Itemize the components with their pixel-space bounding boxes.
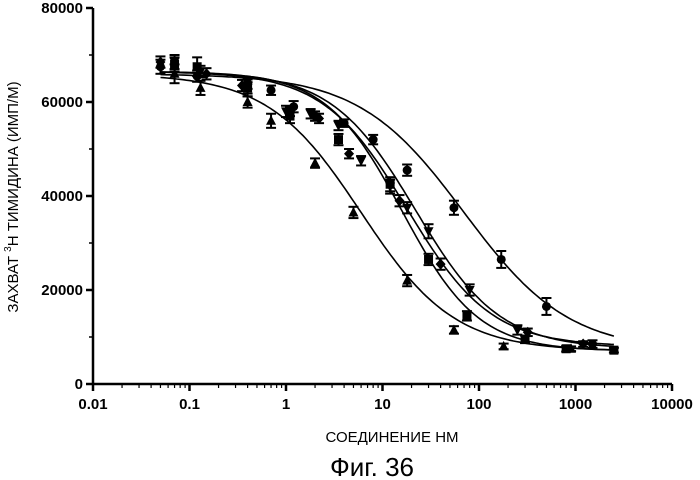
data-point-square	[609, 346, 618, 355]
x-tick-label: 100	[466, 396, 491, 413]
data-point-square	[424, 255, 433, 264]
x-axis: 0.01 0.1 1 10 100 1000 10000	[78, 384, 692, 413]
x-ticks: 0.01 0.1 1 10 100 1000 10000	[78, 384, 692, 413]
data-point-triangle-down	[424, 227, 434, 237]
data-point-circle	[542, 302, 551, 311]
x-tick-label: 0.1	[179, 396, 200, 413]
y-ticks: 0 20000 40000 60000 80000	[41, 0, 93, 393]
x-tick-label: 10	[374, 396, 391, 413]
y-axis-label-main: ЗАХВАТ	[5, 252, 22, 313]
y-tick-label: 20000	[41, 282, 83, 299]
data-point-triangle-down	[402, 204, 412, 214]
y-tick-label: 80000	[41, 0, 83, 17]
figure-caption: Фиг. 36	[330, 452, 414, 480]
data-point-square	[462, 311, 471, 320]
data-point-circle	[588, 340, 597, 349]
data-point-circle	[449, 203, 458, 212]
x-tick-label: 1000	[559, 396, 592, 413]
data-point-diamond	[436, 259, 446, 270]
data-point-circle	[267, 86, 276, 95]
data-point-square	[334, 135, 343, 144]
data-point-triangle-up	[348, 207, 358, 217]
data-point-triangle-up	[266, 115, 276, 125]
y-axis-label: ЗАХВАТ 3Н ТИМИДИНА (ИМП/М)	[3, 81, 22, 312]
y-tick-label: 60000	[41, 94, 83, 111]
data-point-circle	[403, 166, 412, 175]
data-point-triangle-up	[195, 82, 205, 92]
y-axis: 0 20000 40000 60000 80000	[41, 0, 93, 393]
fit-curve-circle	[161, 75, 614, 337]
x-axis-label: СОЕДИНЕНИЕ НМ	[325, 429, 458, 446]
y-axis-label-rest: Н ТИМИДИНА (ИМП/М)	[5, 81, 22, 246]
y-tick-label: 40000	[41, 188, 83, 205]
x-tick-label: 0.01	[78, 396, 107, 413]
data-markers	[155, 55, 618, 355]
x-tick-label: 10000	[651, 396, 693, 413]
data-point-circle	[497, 255, 506, 264]
y-tick-label: 0	[75, 376, 83, 393]
data-point-triangle-down	[465, 286, 475, 296]
data-point-circle	[369, 135, 378, 144]
x-tick-label: 1	[282, 396, 290, 413]
data-point-triangle-up	[499, 341, 509, 351]
plot-area	[155, 55, 618, 355]
